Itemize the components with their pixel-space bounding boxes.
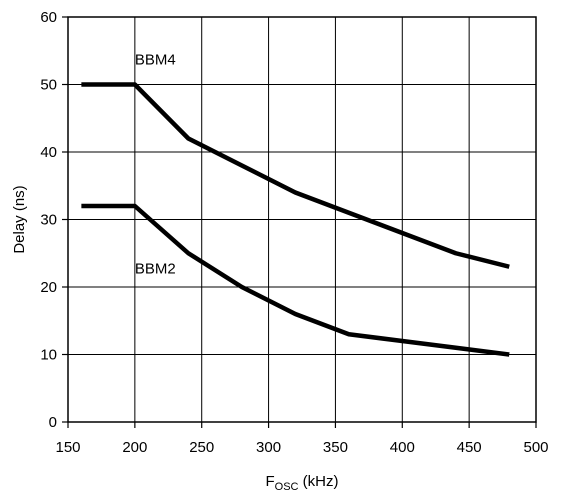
series-lines (81, 82, 510, 357)
x-tick-label-400: 400 (390, 439, 415, 456)
x-axis-title-subscript: OSC (275, 481, 299, 493)
x-tick-label-300: 300 (256, 439, 281, 456)
series-label-bbm2: BBM2 (135, 261, 176, 278)
series-labels: BBM4 BBM2 (135, 51, 176, 277)
x-tick-label-350: 350 (323, 439, 348, 456)
y-tick-label-10: 10 (40, 347, 57, 364)
series-line-bbm2 (81, 203, 510, 357)
series-label-bbm4: BBM4 (135, 51, 176, 68)
y-axis-title: Delay (ns) (11, 185, 28, 253)
series-line-bbm4 (81, 82, 510, 269)
x-tick-label-150: 150 (55, 439, 80, 456)
x-axis-ticks: 150 200 250 300 350 400 450 500 (55, 422, 549, 456)
y-tick-label-60: 60 (40, 9, 57, 26)
x-tick-label-450: 450 (457, 439, 482, 456)
x-axis-title: FOSC (kHz) (265, 473, 338, 493)
y-tick-label-50: 50 (40, 77, 57, 94)
x-tick-label-200: 200 (122, 439, 147, 456)
y-tick-label-20: 20 (40, 279, 57, 296)
y-tick-label-40: 40 (40, 144, 57, 161)
y-tick-label-0: 0 (49, 414, 57, 431)
y-tick-label-30: 30 (40, 212, 57, 229)
x-tick-label-250: 250 (189, 439, 214, 456)
x-tick-label-500: 500 (523, 439, 548, 456)
x-axis-title-unit: (kHz) (299, 473, 339, 490)
x-axis-title-main: F (265, 473, 274, 490)
grid (67, 16, 537, 423)
y-axis-ticks: 0 10 20 30 40 50 60 (40, 9, 68, 431)
plot-frame (67, 16, 537, 423)
